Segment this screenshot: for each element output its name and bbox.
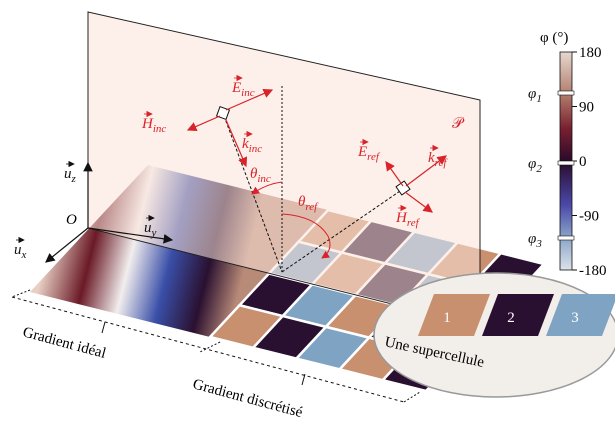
symbol-sub: inc [257,173,271,185]
symbol-sub: ref [435,157,449,169]
symbol: uy [144,220,157,239]
symbol-sub: 1 [536,93,542,105]
edge-link [11,289,31,298]
supercell-cell [546,294,615,336]
colorbar-tick-label: -90 [579,209,599,225]
phase-marker [557,235,575,241]
phase-marker [557,90,575,96]
colorbar-tick-label: 180 [579,45,602,61]
plane-label: 𝒫 [452,116,465,132]
field-arrow [385,161,404,187]
symbol: Href [395,210,421,229]
symbol-base: θ [250,166,258,182]
field-arrow [225,88,274,111]
symbol: Eref [357,144,381,163]
symbol-base: φ [528,86,536,102]
reflected-ray [281,188,404,273]
symbol-sub: ref [367,151,381,163]
symbol-sub: x [21,249,27,261]
phase-marker [557,160,575,166]
field-arrow [404,191,433,213]
symbol-base: E [357,144,367,160]
symbol-sub: ref [407,217,421,229]
tick [101,321,106,334]
symbol-sub: 3 [535,238,542,250]
supercell-cell [482,294,554,336]
symbol: φ1 [528,86,542,105]
symbol-sub: inc [249,143,263,155]
origin-label: O [66,212,77,228]
symbol-base: k [428,150,435,166]
symbol: uz [64,166,77,185]
symbol-base: H [395,210,408,226]
symbol-base: k [242,136,249,152]
axis-arrow [45,227,89,263]
symbol-sub: z [71,173,77,185]
symbol-base: u [144,220,152,236]
region-label: Gradient idéal [21,324,108,362]
field-arrow [225,119,248,168]
colorbar-label: φ (°) [540,30,568,46]
symbol: φ2 [528,156,542,175]
symbol: θref [298,194,319,213]
symbol-base: φ [528,231,536,247]
colorbar-tick-label: 90 [579,100,594,116]
symbol: kref [428,150,448,169]
symbol-base: E [231,80,241,96]
edge-link [403,391,421,403]
tick [301,373,306,386]
angle-arc [251,181,283,195]
symbol-sub: 2 [536,163,542,175]
angle-arc [281,213,331,259]
incident-ray [223,115,283,273]
colorbar-tick-label: 0 [579,154,587,170]
symbol: ux [14,242,27,261]
symbol: Hinc [141,116,166,135]
axis-arrow [87,227,174,244]
cell-label: 1 [443,310,451,326]
region-label: Gradient discrétisé [191,376,304,421]
colorbar-tick-label: -180 [579,263,607,279]
symbol-sub: ref [305,201,319,213]
cell-label: 2 [507,310,515,326]
symbol: kinc [242,136,262,155]
field-arrow [186,115,221,132]
symbol-sub: inc [153,123,167,135]
symbol: φ3 [528,231,542,250]
symbol-sub: y [151,227,157,239]
cell-label: 3 [571,310,579,326]
symbol-base: θ [298,194,306,210]
supercell-cell [418,294,490,336]
symbol-base: u [14,242,22,258]
symbol-base: u [64,166,72,182]
front-edge [11,296,405,403]
symbol-base: φ [528,156,536,172]
symbol: θinc [250,166,271,185]
symbol-sub: inc [241,87,255,99]
field-arrow [405,155,447,187]
symbol-base: H [141,116,154,132]
symbol: Einc [231,80,255,99]
